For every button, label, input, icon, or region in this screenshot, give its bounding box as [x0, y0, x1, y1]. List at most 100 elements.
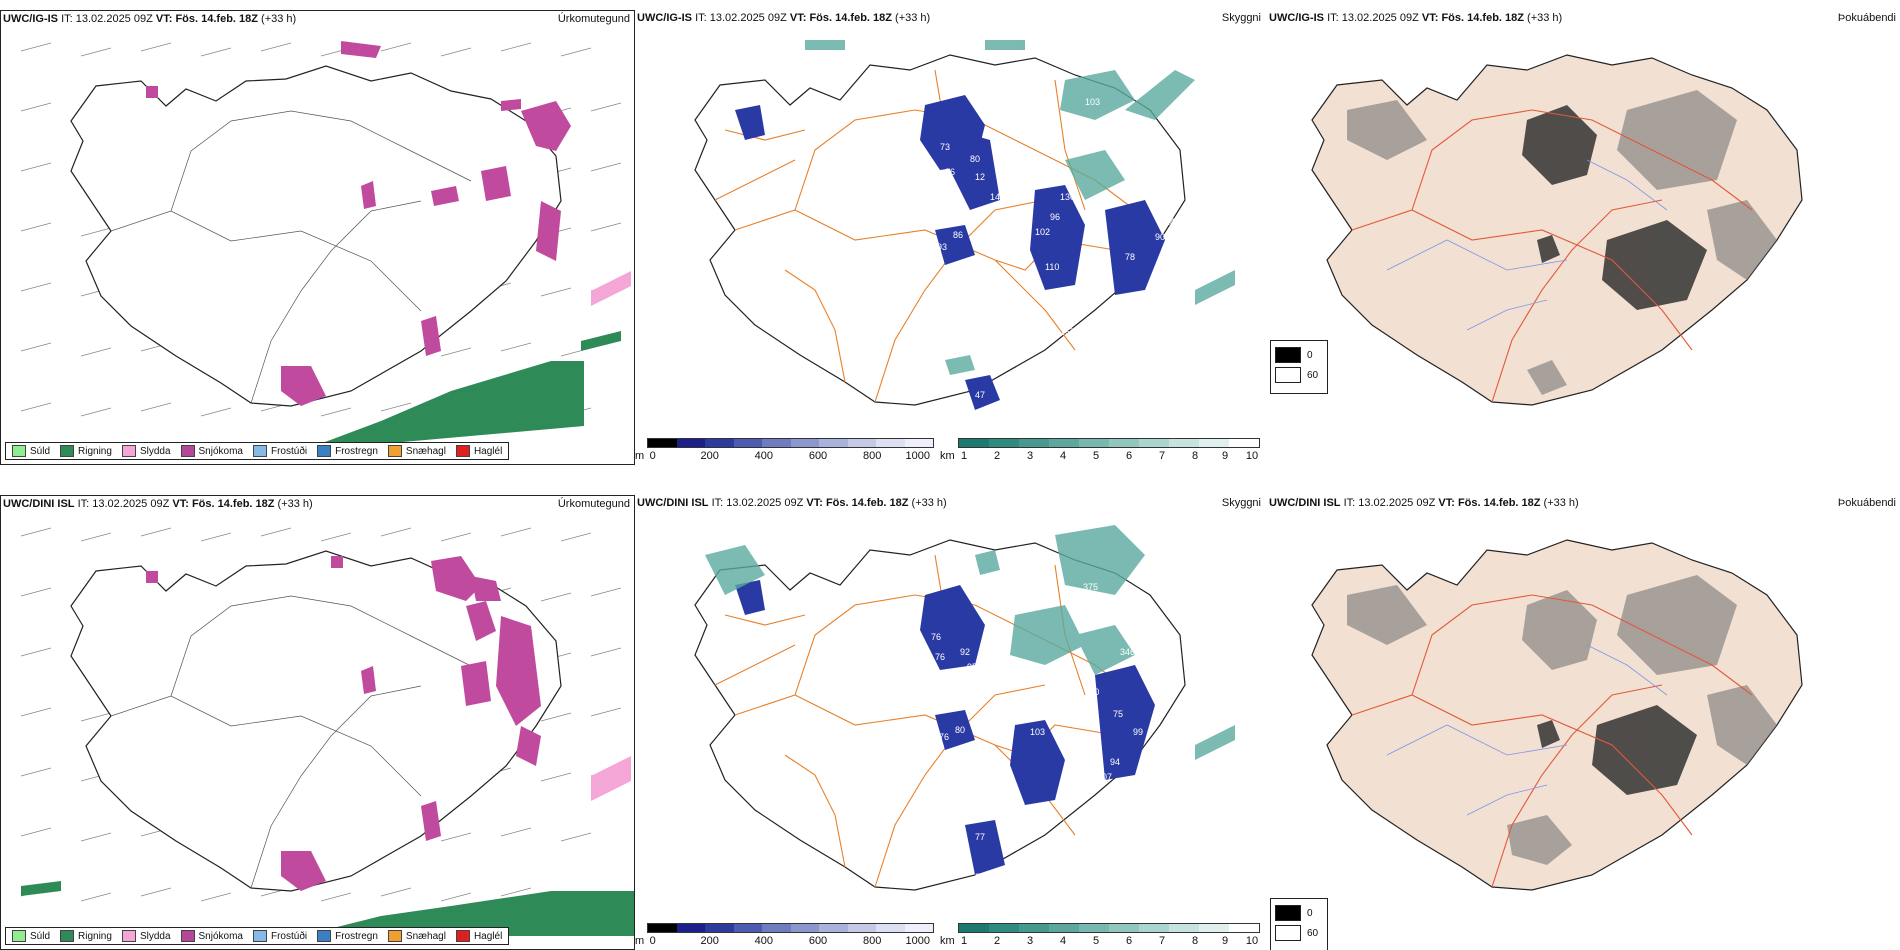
- cloud-base-value: 35: [975, 872, 985, 882]
- ceiling-scale: m 0 200 400 600 800 1000: [635, 438, 935, 465]
- cloud-base-labels: 76 76 92 95 80 76 103 88 90 110 153 375 …: [931, 582, 1143, 882]
- cloud-base-value: 75: [1113, 709, 1123, 719]
- cloud-base-value: 99: [1133, 727, 1143, 737]
- scale-tick: 6: [1125, 935, 1133, 947]
- scale-swatch: [705, 439, 734, 447]
- legend-label: Haglél: [473, 445, 503, 457]
- fog-map-igis: UWC/IG-IS IT: 13.02.2025 09Z VT: Fös. 14…: [1267, 10, 1900, 465]
- scale-swatch: [1079, 924, 1109, 932]
- cloud-base-value: 77: [975, 832, 985, 842]
- scale-swatch: [989, 924, 1019, 932]
- scale-tick: 10: [1245, 450, 1259, 462]
- scale-tick: 3: [1026, 450, 1034, 462]
- cloud-base-value: 110: [1045, 262, 1059, 272]
- cloud-base-value: 93: [937, 242, 947, 252]
- map-title: UWC/DINI ISL IT: 13.02.2025 09Z VT: Fös.…: [637, 497, 947, 509]
- legend-label: Frostúði: [270, 930, 308, 942]
- cloud-base-value: 47: [975, 390, 985, 400]
- cloud-base-value: 103: [1085, 97, 1100, 107]
- legend-item: Slydda: [121, 445, 171, 457]
- legend-item: Snæhagl: [387, 445, 446, 457]
- scale-tick: 0: [649, 450, 656, 462]
- swatch: [387, 930, 402, 942]
- map-title: UWC/DINI ISL IT: 13.02.2025 09Z VT: Fös.…: [1269, 497, 1579, 509]
- scale-swatch: [1049, 439, 1079, 447]
- scale-tick: 4: [1059, 450, 1067, 462]
- scale-swatch: [959, 924, 989, 932]
- precip-type-map-igis: UWC/IG-IS IT: 13.02.2025 09Z VT: Fös. 14…: [0, 10, 635, 465]
- cloud-base-value: 86: [945, 167, 955, 177]
- panel-label: Þokuábendi: [1837, 497, 1896, 509]
- cloud-base-value: 107: [1097, 772, 1112, 782]
- fog-legend-label: 0: [1307, 349, 1313, 361]
- scale-tick: 400: [754, 935, 774, 947]
- scale-swatch: [762, 924, 791, 932]
- scale-tick: 2: [993, 935, 1001, 947]
- fog-legend-row: 60: [1275, 923, 1323, 943]
- precip-map-graphic: [20, 527, 634, 936]
- swatch: [387, 445, 402, 457]
- scale-swatch: [1169, 439, 1199, 447]
- fog-map-graphic: [1311, 54, 1803, 406]
- scale-swatch: [847, 439, 876, 447]
- cloud-base-value: 90: [1050, 677, 1060, 687]
- legend-label: Frostregn: [335, 930, 378, 942]
- cloud-base-value: 95: [967, 662, 977, 672]
- scale-tick: 7: [1158, 935, 1166, 947]
- panel-label: Úrkomutegund: [557, 13, 630, 25]
- scale-swatch: [648, 924, 677, 932]
- cloud-base-value: 375: [1083, 582, 1098, 592]
- scale-swatch: [1079, 439, 1109, 447]
- legend-item: Slydda: [121, 930, 171, 942]
- cloud-base-value: 346: [1120, 647, 1135, 657]
- scale-tick: 1: [960, 935, 968, 947]
- legend-item: Frostúði: [252, 445, 307, 457]
- scale-swatch: [1169, 924, 1199, 932]
- legend-item: Rigning: [60, 930, 112, 942]
- panel-label: Skyggni: [1221, 12, 1261, 24]
- map-title: UWC/IG-IS IT: 13.02.2025 09Z VT: Fös. 14…: [637, 12, 931, 24]
- cloud-base-value: 86: [1145, 147, 1155, 157]
- cloud-base-value: 147: [1165, 217, 1180, 227]
- scale-tick: 600: [808, 935, 828, 947]
- scale-tick: 0: [649, 935, 656, 947]
- scale-tick: 200: [700, 450, 719, 462]
- legend-item: Haglél: [455, 930, 503, 942]
- legend-label: Haglél: [473, 930, 503, 942]
- scale-swatch: [1199, 439, 1229, 447]
- swatch: [252, 445, 267, 457]
- scale-tick: 200: [700, 935, 719, 947]
- fog-map-graphic: [1311, 539, 1803, 891]
- scale-swatch: [733, 924, 762, 932]
- precip-legend: Súld Rigning Slydda Snjókoma Frostúði Fr…: [5, 927, 510, 945]
- cloud-base-value: 96: [1050, 212, 1060, 222]
- scale-tick: 4: [1059, 935, 1067, 947]
- map-title: UWC/IG-IS IT: 13.02.2025 09Z VT: Fös. 14…: [1269, 12, 1563, 24]
- scale-swatch: [1139, 924, 1169, 932]
- scale-tick: 5: [1092, 935, 1100, 947]
- scale-ticks: 1 2 3 4 5 6 7 8 9 10: [958, 450, 1258, 464]
- legend-item: Frostúði: [252, 930, 308, 942]
- visibility-scale: km 1 2 3 4 5 6 7 8 9 10: [940, 923, 1260, 950]
- scale-tick: 800: [862, 450, 882, 462]
- scale-ticks: 0 200 400 600 800 1000: [647, 935, 932, 949]
- scale-swatch: [959, 439, 989, 447]
- visibility-map-igis: UWC/IG-IS IT: 13.02.2025 09Z VT: Fös. 14…: [635, 10, 1265, 465]
- scale-tick: 1000: [905, 450, 930, 462]
- legend-item: Snjókoma: [180, 445, 243, 457]
- scale-tick: 9: [1221, 450, 1229, 462]
- scale-swatch: [1019, 439, 1049, 447]
- swatch: [121, 445, 136, 457]
- cloud-base-value: 153: [1100, 617, 1115, 627]
- scale-swatch: [1229, 924, 1259, 932]
- panel-label: Þokuábendi: [1837, 12, 1896, 24]
- cloud-base-value: 76: [939, 732, 949, 742]
- scale-swatch: [1109, 924, 1139, 932]
- legend-label: Snjókoma: [198, 930, 243, 942]
- map-title: UWC/IG-IS IT: 13.02.2025 09Z VT: Fös. 14…: [3, 13, 297, 25]
- ceiling-scale: m 0 200 400 600 800 1000: [635, 923, 935, 950]
- scale-tick: 600: [808, 450, 828, 462]
- fog-swatch: [1275, 367, 1301, 383]
- scale-swatch: [648, 439, 677, 447]
- legend-item: Haglél: [455, 445, 503, 457]
